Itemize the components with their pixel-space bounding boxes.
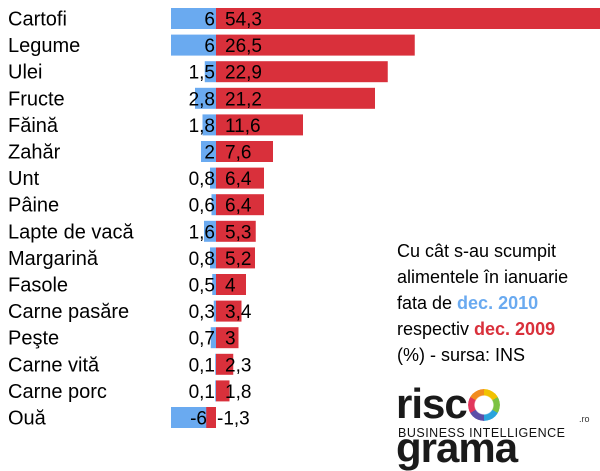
bar-red-3 [216, 61, 388, 83]
bar-blue-15 [215, 380, 216, 402]
value-label-blue-14: 0,1 [189, 355, 215, 376]
bar-red-15 [216, 380, 230, 402]
bar-red-2 [216, 34, 415, 56]
bar-blue-14 [215, 353, 216, 375]
bar-blue-12 [213, 300, 216, 322]
value-label-blue-3: 1,5 [189, 63, 215, 84]
bar-red-14 [216, 353, 234, 375]
legend-series-1: dec. 2010 [457, 293, 539, 313]
value-label-red-13: 3 [225, 329, 236, 350]
bar-blue-4 [195, 87, 216, 109]
bar-blue-11 [212, 274, 216, 295]
value-label-blue-6: 2 [204, 143, 215, 164]
category-label-4: Fructe [8, 88, 65, 110]
value-label-red-8: 6,4 [225, 196, 252, 217]
bar-blue-2 [171, 34, 216, 56]
note-line-2: alimentele în ianuarie [397, 267, 569, 287]
value-label-blue-13: 0,7 [189, 329, 215, 350]
value-label-blue-8: 0,6 [189, 196, 215, 217]
bar-red-12 [216, 300, 242, 322]
value-label-blue-7: 0,8 [189, 169, 215, 190]
category-label-2: Legume [8, 35, 80, 57]
category-label-11: Fasole [8, 275, 68, 297]
value-label-blue-16: -6 [190, 409, 207, 430]
value-label-red-4: 21,2 [225, 89, 262, 110]
bar-blue-7 [210, 167, 216, 189]
bar-blue-5 [202, 114, 216, 136]
value-label-blue-9: 1,6 [189, 222, 215, 243]
value-label-blue-11: 0,5 [189, 276, 215, 297]
note-line-3: fata de dec. 2010 [397, 290, 597, 316]
bar-red-4 [216, 87, 375, 109]
value-label-red-5: 11,6 [225, 116, 261, 137]
bar-blue-9 [204, 220, 216, 242]
value-label-red-16: -1,3 [217, 409, 250, 430]
bar-red-6 [216, 141, 273, 162]
value-label-red-10: 5,2 [225, 249, 251, 270]
bar-red-11 [216, 274, 246, 295]
category-label-12: Carne pasăre [8, 301, 129, 323]
bar-blue-8 [211, 194, 216, 216]
value-label-blue-4: 2,8 [189, 89, 215, 110]
riscograma-logo: riscgrama .ro BUSINESS INTELLIGENCE [396, 380, 596, 470]
bar-blue-13 [210, 327, 216, 349]
value-label-blue-15: 0,1 [189, 382, 215, 403]
bar-red-13 [216, 327, 239, 349]
category-label-14: Carne vită [8, 354, 100, 376]
value-label-red-6: 7,6 [225, 143, 251, 164]
value-label-red-11: 4 [225, 276, 236, 297]
value-label-blue-2: 6 [204, 36, 215, 57]
value-label-red-2: 26,5 [225, 36, 262, 57]
value-label-blue-5: 1,8 [189, 116, 215, 137]
value-label-blue-1: 6 [204, 10, 215, 31]
chart-note: Cu cât s-au scumpit alimentele în ianuar… [397, 238, 597, 368]
note-line-1: Cu cât s-au scumpit [397, 241, 557, 261]
category-label-8: Pâine [8, 195, 59, 217]
category-label-10: Margarină [8, 248, 99, 270]
bar-chart: Cartofi 6 54,3 Legume 6 26,5 Ulei 1,5 22,9 Fructe… [8, 8, 600, 430]
bar-red-10 [216, 247, 255, 269]
category-label-6: Zahăr [8, 142, 61, 164]
bar-blue-16 [171, 407, 216, 428]
value-label-red-15: 1,8 [225, 382, 251, 403]
value-label-red-14: 2,3 [225, 355, 251, 376]
category-label-13: Peşte [8, 328, 59, 350]
category-label-3: Ulei [8, 62, 42, 84]
note-line-3-prefix: fata de [397, 293, 458, 313]
logo-ring-icon [467, 389, 500, 421]
value-label-red-1: 54,3 [225, 10, 262, 31]
value-label-blue-12: 0,3 [189, 302, 215, 323]
bar-red-7 [216, 167, 264, 189]
bar-red-8 [216, 194, 264, 216]
note-line-4-prefix: respectiv [397, 319, 475, 339]
bar-red-16 [206, 407, 216, 428]
logo-tld: .ro [579, 414, 590, 424]
note-line-5: (%) - sursa: INS [397, 345, 526, 365]
value-label-red-7: 6,4 [225, 169, 252, 190]
value-label-red-12: 3,4 [225, 302, 252, 323]
bar-blue-10 [210, 247, 216, 269]
bar-blue-6 [201, 141, 216, 162]
category-label-5: Făină [8, 115, 59, 137]
logo-word-left: risc [396, 380, 468, 427]
value-label-red-9: 5,3 [225, 222, 251, 243]
category-label-1: Cartofi [8, 9, 67, 31]
bar-red-1 [216, 8, 600, 29]
bar-red-5 [216, 114, 303, 136]
category-label-9: Lapte de vacă [8, 221, 135, 243]
logo-tagline: BUSINESS INTELLIGENCE [398, 426, 566, 440]
legend-series-2: dec. 2009 [474, 319, 556, 339]
value-label-blue-10: 0,8 [189, 249, 215, 270]
category-label-7: Unt [8, 168, 40, 190]
bar-blue-1 [171, 8, 216, 29]
category-label-15: Carne porc [8, 381, 107, 403]
value-label-red-3: 22,9 [225, 63, 262, 84]
bar-red-9 [216, 220, 256, 242]
bar-blue-3 [204, 61, 216, 83]
note-line-4: respectiv dec. 2009 [397, 316, 597, 342]
category-label-16: Ouă [8, 408, 47, 430]
